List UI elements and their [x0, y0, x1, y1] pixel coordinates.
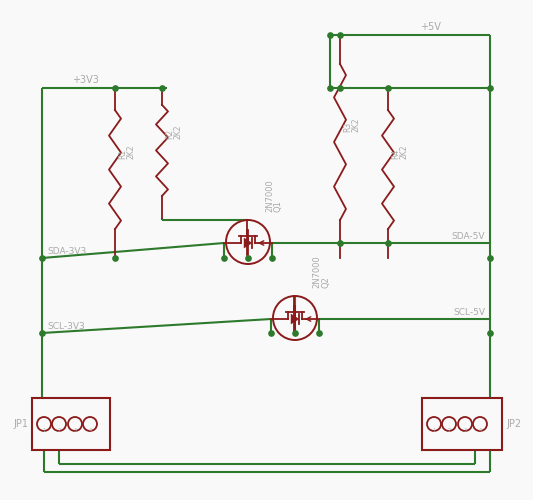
Text: +3V3: +3V3	[71, 75, 99, 85]
Text: R3: R3	[343, 122, 352, 132]
Text: R2: R2	[166, 129, 174, 139]
Text: 3: 3	[74, 428, 77, 433]
Text: 1: 1	[43, 428, 45, 433]
Text: 3: 3	[463, 428, 466, 433]
Text: JP1: JP1	[13, 419, 28, 429]
Text: 2K2: 2K2	[400, 144, 408, 159]
Text: 2N7000: 2N7000	[312, 255, 321, 288]
Text: SCL-3V3: SCL-3V3	[47, 322, 85, 331]
Polygon shape	[244, 238, 252, 248]
Text: SCL-5V: SCL-5V	[453, 308, 485, 317]
Text: 4: 4	[88, 428, 92, 433]
Text: 2N7000: 2N7000	[265, 180, 274, 212]
Text: 2K2: 2K2	[351, 118, 360, 132]
Text: 1: 1	[432, 428, 435, 433]
Text: 2K2: 2K2	[126, 144, 135, 159]
Text: 2K2: 2K2	[174, 124, 182, 139]
Text: 2: 2	[58, 428, 61, 433]
Text: 4: 4	[479, 428, 481, 433]
Text: 2: 2	[447, 428, 450, 433]
Text: SDA-3V3: SDA-3V3	[47, 247, 86, 256]
Polygon shape	[291, 314, 299, 324]
Text: R4: R4	[392, 149, 400, 159]
Text: SDA-5V: SDA-5V	[451, 232, 485, 241]
Text: Q2: Q2	[321, 276, 330, 288]
Bar	[32, 398, 110, 450]
Text: Q1: Q1	[274, 200, 283, 212]
Bar	[422, 398, 502, 450]
Text: JP2: JP2	[506, 419, 521, 429]
Text: +5V: +5V	[419, 22, 440, 32]
Text: R1: R1	[118, 149, 127, 159]
